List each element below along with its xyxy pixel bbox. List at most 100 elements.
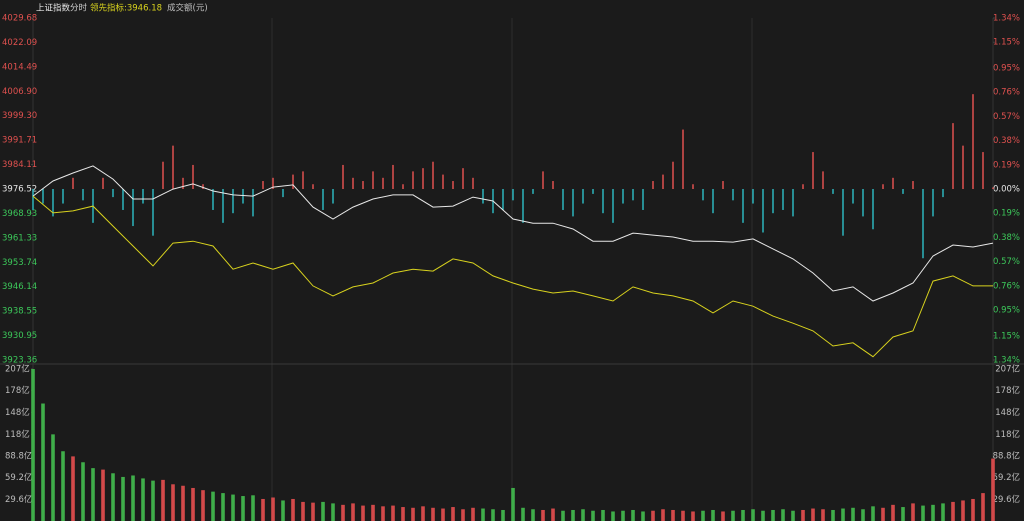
volume-bar [841, 508, 845, 521]
indicator-bar [552, 181, 554, 189]
volume-bar [551, 508, 555, 521]
indicator-bar [582, 189, 584, 204]
volume-bar [891, 504, 895, 521]
volume-bar [381, 506, 385, 521]
y2-tick-label: 0.38% [993, 233, 1020, 243]
indicator-bar [42, 189, 44, 204]
volume-bar [871, 506, 875, 521]
indicator-bar [992, 187, 994, 189]
volume-bar [751, 509, 755, 521]
y2-tick-label: 0.57% [993, 257, 1020, 267]
volume-bar [991, 458, 995, 521]
indicator-bar [742, 189, 744, 223]
indicator-bar [652, 181, 654, 189]
volume-bar [631, 509, 635, 521]
indicator-bar [372, 171, 374, 189]
volume-bar [301, 501, 305, 521]
indicator-bar [382, 177, 384, 189]
volume-bar [731, 510, 735, 521]
y-tick-label: 3976.52 [2, 185, 37, 195]
indicator-bar [352, 177, 354, 189]
indicator-bar [112, 189, 114, 198]
indicator-bar [122, 189, 124, 210]
volume-bar [321, 501, 325, 521]
indicator-bar [102, 177, 104, 189]
indicator-bar [832, 189, 834, 194]
volume-bar [481, 508, 485, 521]
volume-bar [251, 495, 255, 521]
volume-bar [831, 509, 835, 521]
y-tick-label: 3968.93 [2, 209, 37, 219]
volume-tick-label: 59.2亿 [993, 472, 1020, 483]
indicator-bar [342, 164, 344, 189]
indicator-bar [952, 123, 954, 189]
volume-tick-label: 118亿 [5, 429, 30, 440]
indicator-bar [172, 145, 174, 189]
indicator-bar [82, 189, 84, 201]
indicator-bar [752, 189, 754, 204]
volume-bar [881, 507, 885, 521]
y2-tick-label: 0.95% [993, 63, 1020, 73]
volume-bar [191, 487, 195, 521]
volume-bar [171, 484, 175, 521]
volume-bar [451, 507, 455, 521]
y-tick-label: 3961.33 [2, 233, 37, 243]
y-tick-label: 4029.68 [2, 14, 37, 24]
indicator-bar [202, 184, 204, 189]
volume-bar [641, 511, 645, 521]
price-line [32, 165, 994, 302]
indicator-bar [192, 164, 194, 189]
volume-bar [661, 509, 665, 521]
volume-tick-label: 59.2亿 [5, 472, 32, 483]
y2-tick-label: 1.15% [993, 331, 1020, 341]
indicator-bar [282, 189, 284, 198]
header-item: 成交额(元) [167, 3, 208, 14]
indicator-bar [762, 189, 764, 233]
y2-tick-label: 1.15% [993, 38, 1020, 48]
indicator-bar [602, 189, 604, 214]
y-tick-label: 3991.71 [2, 136, 37, 146]
volume-bar [681, 510, 685, 521]
volume-bar [431, 507, 435, 521]
volume-bar [511, 487, 515, 521]
y2-tick-label: 1.34% [993, 14, 1020, 24]
volume-bar [961, 500, 965, 521]
volume-tick-label: 88.8亿 [993, 450, 1020, 461]
indicator-bar [522, 189, 524, 223]
indicator-bar [622, 189, 624, 204]
volume-bar [41, 403, 45, 521]
indicator-bar [912, 181, 914, 189]
indicator-bar [822, 171, 824, 189]
y2-tick-label: 0.38% [993, 136, 1020, 146]
indicator-bar [452, 181, 454, 189]
volume-bar [261, 498, 265, 521]
y2-tick-label: 0.95% [993, 306, 1020, 316]
volume-bar [201, 490, 205, 521]
volume-bar [531, 509, 535, 521]
indicator-bar [252, 189, 254, 217]
volume-bar [671, 509, 675, 521]
indicator-bar [512, 189, 514, 201]
indicator-bar [812, 152, 814, 189]
volume-tick-label: 118亿 [995, 429, 1020, 440]
volume-bar [951, 501, 955, 521]
volume-bar [691, 511, 695, 521]
indicator-bar [242, 189, 244, 204]
header-item: 分时 [70, 3, 88, 14]
indicator-bar [892, 177, 894, 189]
indicator-bar [862, 189, 864, 217]
volume-bar [61, 451, 65, 521]
indicator-bar [852, 189, 854, 204]
indicator-bar [32, 189, 34, 210]
indicator-bar [262, 181, 264, 189]
price-line [32, 195, 993, 358]
y-tick-label: 3946.14 [2, 282, 37, 292]
indicator-bar [592, 189, 594, 194]
indicator-bar [922, 189, 924, 259]
indicator-bar [962, 145, 964, 189]
volume-bar [101, 469, 105, 521]
indicator-bar [562, 189, 564, 210]
volume-bar [791, 510, 795, 521]
volume-bar [601, 509, 605, 521]
volume-bar [291, 498, 295, 521]
